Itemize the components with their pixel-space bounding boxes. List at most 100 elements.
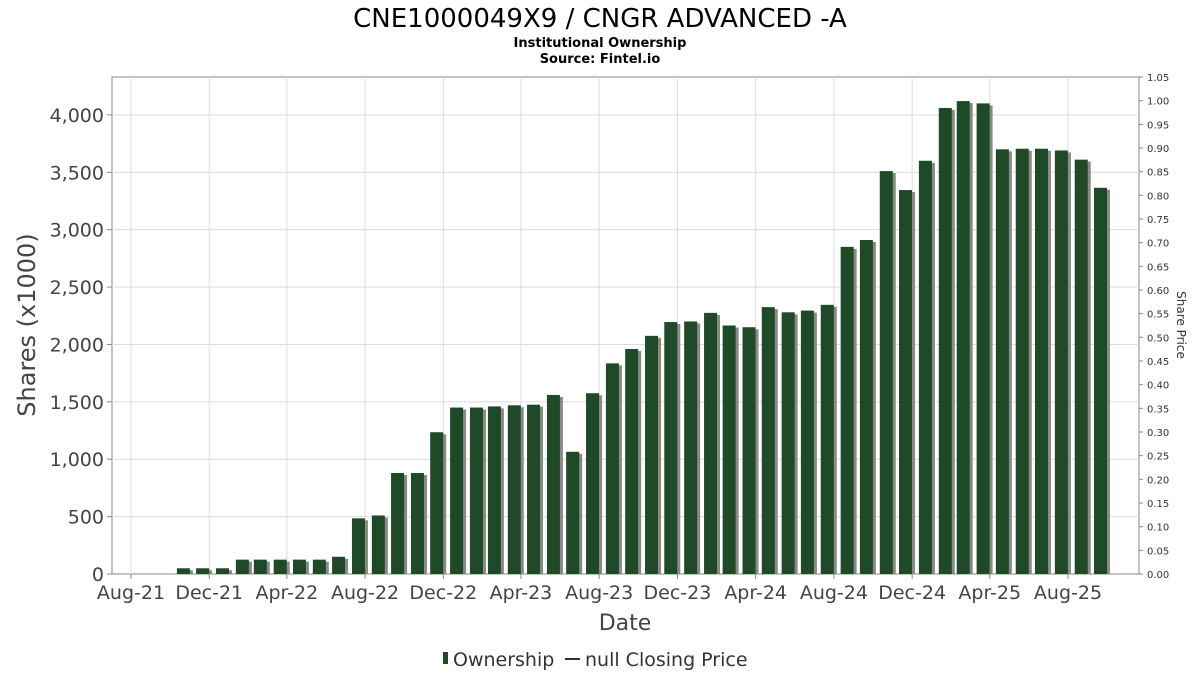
x-tick-label: Apr-25 xyxy=(958,582,1021,604)
ownership-bar xyxy=(273,559,287,574)
y2-tick-label: 0.05 xyxy=(1147,546,1169,557)
x-tick-label: Apr-24 xyxy=(724,582,787,604)
ownership-bar xyxy=(995,149,1009,575)
legend-ownership-swatch xyxy=(443,652,448,664)
ownership-bar xyxy=(820,304,834,574)
y2-tick-label: 0.10 xyxy=(1147,523,1169,534)
y2-tick-label: 0.90 xyxy=(1147,144,1169,155)
ownership-bar xyxy=(292,559,306,574)
y2-tick-label: 1.00 xyxy=(1147,97,1169,108)
ownership-bar xyxy=(684,321,698,574)
ownership-bar xyxy=(781,312,795,574)
x-tick-label: Apr-23 xyxy=(490,582,553,604)
y2-tick-label: 0.15 xyxy=(1147,499,1169,510)
legend: Ownership null Closing Price xyxy=(443,649,748,671)
ownership-bar xyxy=(1034,148,1048,575)
ownership-bar xyxy=(918,160,932,574)
y2-axis-label: Share Price xyxy=(1174,291,1188,359)
legend-ownership-label: Ownership xyxy=(453,649,554,671)
x-tick-label: Aug-21 xyxy=(97,582,165,604)
ownership-bar xyxy=(391,472,405,574)
ownership-bar xyxy=(469,407,483,574)
ownership-bar xyxy=(625,349,639,574)
y-tick-label: 1,500 xyxy=(50,392,104,414)
x-axis-ticks: Aug-21 Dec-21 Apr-22 Aug-22 Dec-22 Apr-23 Aug-… xyxy=(97,574,1102,604)
y-tick-label: 2,500 xyxy=(50,277,104,299)
ownership-bar xyxy=(722,325,736,574)
y-tick-label: 0 xyxy=(92,564,104,586)
ownership-bar xyxy=(1015,148,1029,575)
y-tick-label: 4,000 xyxy=(50,105,104,127)
ownership-bar xyxy=(351,518,365,574)
y2-tick-label: 0.00 xyxy=(1147,570,1169,581)
y2-axis-ticks: 0.00 0.05 0.10 0.15 0.20 0.25 0.30 0.35 0.40 0.45… xyxy=(1139,73,1169,581)
y-tick-label: 500 xyxy=(68,507,104,529)
y2-tick-label: 0.60 xyxy=(1147,286,1169,297)
y2-tick-label: 0.70 xyxy=(1147,239,1169,250)
y-axis-ticks: 0 500 1,000 1,500 2,000 2,500 3,000 3,500 4,000 xyxy=(50,105,112,586)
ownership-bar xyxy=(566,451,580,574)
y2-tick-label: 0.75 xyxy=(1147,215,1169,226)
y2-tick-label: 0.35 xyxy=(1147,404,1169,415)
ownership-bar xyxy=(176,568,190,574)
ownership-bar xyxy=(1093,187,1107,574)
x-tick-label: Apr-22 xyxy=(256,582,319,604)
x-tick-label: Aug-24 xyxy=(800,582,868,604)
ownership-bar xyxy=(430,432,444,574)
y2-tick-label: 1.05 xyxy=(1147,73,1169,84)
x-tick-label: Dec-22 xyxy=(409,582,477,604)
y-axis-label: Shares (x1000) xyxy=(13,233,41,416)
y-tick-label: 2,000 xyxy=(50,334,104,356)
y2-tick-label: 0.95 xyxy=(1147,120,1169,131)
x-tick-label: Aug-25 xyxy=(1034,582,1102,604)
ownership-bar xyxy=(253,559,267,574)
ownership-bar xyxy=(859,239,873,574)
ownership-bar xyxy=(332,556,346,574)
ownership-bar xyxy=(215,568,229,574)
ownership-bar xyxy=(586,393,600,574)
y2-tick-label: 0.45 xyxy=(1147,357,1169,368)
y2-tick-label: 0.85 xyxy=(1147,168,1169,179)
y-tick-label: 1,000 xyxy=(50,449,104,471)
ownership-bar xyxy=(1074,159,1088,574)
ownership-bar xyxy=(487,406,501,574)
ownership-bar xyxy=(840,246,854,574)
ownership-bar xyxy=(956,101,970,574)
ownership-bar xyxy=(507,405,521,574)
ownership-bar xyxy=(800,310,814,574)
ownership-bar xyxy=(546,394,560,574)
ownership-bar xyxy=(664,322,678,574)
ownership-bar xyxy=(742,327,756,574)
ownership-bar xyxy=(938,107,952,575)
y2-tick-label: 0.50 xyxy=(1147,333,1169,344)
ownership-bar xyxy=(605,363,619,574)
legend-price-label: null Closing Price xyxy=(585,649,748,671)
chart-subtitle: Institutional Ownership xyxy=(514,36,687,51)
ownership-bar xyxy=(312,559,326,574)
x-axis-label: Date xyxy=(599,611,652,636)
y2-tick-label: 0.40 xyxy=(1147,381,1169,392)
ownership-bar xyxy=(410,472,424,574)
ownership-bar xyxy=(704,312,718,574)
x-tick-label: Aug-22 xyxy=(331,582,399,604)
ownership-bar xyxy=(527,404,541,574)
ownership-bar xyxy=(879,171,893,574)
x-tick-label: Dec-21 xyxy=(175,582,243,604)
y2-tick-label: 0.20 xyxy=(1147,475,1169,486)
ownership-bar xyxy=(1054,150,1068,574)
y2-tick-label: 0.30 xyxy=(1147,428,1169,439)
ownership-bar xyxy=(645,335,659,574)
x-tick-label: Dec-23 xyxy=(644,582,712,604)
ownership-bar xyxy=(450,407,464,574)
ownership-bar xyxy=(761,307,775,574)
y-tick-label: 3,000 xyxy=(50,220,104,242)
bars-group xyxy=(176,101,1110,575)
chart-source: Source: Fintel.io xyxy=(540,52,661,67)
y2-tick-label: 0.55 xyxy=(1147,310,1169,321)
y2-tick-label: 0.65 xyxy=(1147,262,1169,273)
ownership-bar xyxy=(899,190,913,574)
ownership-bar xyxy=(371,515,385,574)
ownership-bar xyxy=(976,103,990,574)
x-tick-label: Aug-23 xyxy=(565,582,633,604)
